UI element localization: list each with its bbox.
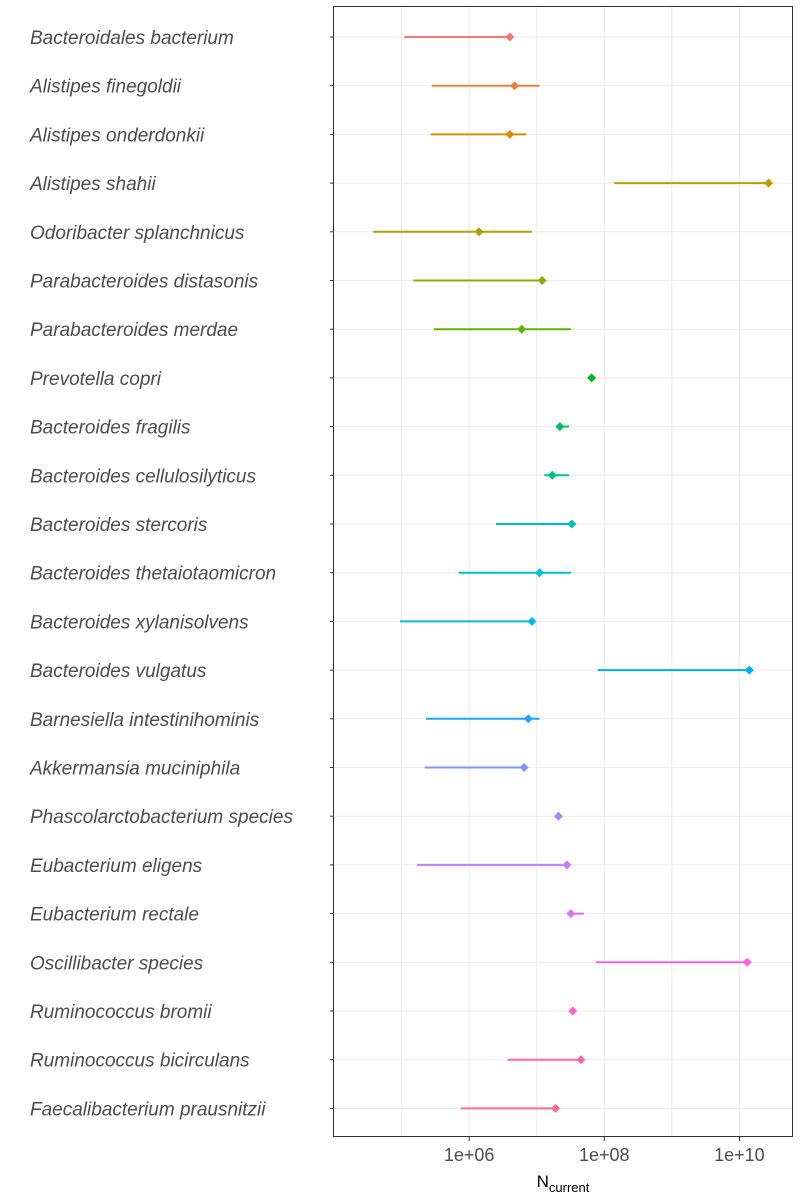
panel-border xyxy=(333,6,793,1137)
x-axis-title-main: N xyxy=(537,1172,549,1191)
y-tick-label: Eubacterium eligens xyxy=(30,856,203,877)
y-tick-label: Bacteroidales bacterium xyxy=(30,28,234,49)
x-tick-label: 1e+06 xyxy=(444,1145,495,1165)
point-estimate xyxy=(527,616,537,626)
y-tick-label: Odoribacter splanchnicus xyxy=(30,223,245,244)
y-tick-label: Bacteroides vulgatus xyxy=(30,661,207,682)
y-tick-label: Phascolarctobacterium species xyxy=(30,807,293,828)
y-tick-label: Barnesiella intestinihominis xyxy=(30,710,260,731)
point-estimate xyxy=(576,1055,586,1065)
point-estimate xyxy=(505,129,515,139)
y-tick-label: Bacteroides stercoris xyxy=(30,515,208,536)
x-axis-title-subscript: current xyxy=(549,1180,590,1195)
y-axis: Bacteroidales bacterium Alistipes finegol… xyxy=(29,28,334,1120)
point-estimate xyxy=(742,957,752,967)
y-tick-label: Bacteroides thetaiotaomicron xyxy=(30,564,276,585)
point-estimate xyxy=(587,373,597,383)
y-tick-label: Eubacterium rectale xyxy=(30,905,199,926)
point-estimate xyxy=(567,519,577,529)
y-tick-label: Bacteroides fragilis xyxy=(30,418,191,439)
x-axis-title: Ncurrent xyxy=(537,1172,590,1195)
y-tick-label: Parabacteroides merdae xyxy=(30,320,238,341)
point-estimate xyxy=(555,422,565,432)
y-tick-label: Bacteroides xylanisolvens xyxy=(30,612,249,633)
point-estimate xyxy=(535,568,545,578)
x-tick-label: 1e+10 xyxy=(714,1145,765,1165)
point-estimate xyxy=(744,665,754,675)
y-tick-label: Parabacteroides distasonis xyxy=(30,272,259,293)
point-estimate xyxy=(523,714,533,724)
point-estimate xyxy=(568,1006,578,1016)
y-tick-label: Ruminococcus bromii xyxy=(30,1002,212,1023)
point-estimate xyxy=(517,324,527,334)
y-tick-label: Ruminococcus bicirculans xyxy=(30,1051,250,1072)
point-estimate xyxy=(510,81,520,91)
y-tick-label: Bacteroides cellulosilyticus xyxy=(30,466,256,487)
point-estimate xyxy=(474,227,484,237)
y-tick-label: Alistipes onderdonkii xyxy=(29,125,205,146)
point-estimate xyxy=(562,860,572,870)
point-estimate xyxy=(537,276,547,285)
point-estimate xyxy=(566,909,576,919)
y-tick-label: Prevotella copri xyxy=(30,369,162,390)
point-estimate xyxy=(547,470,557,480)
y-tick-label: Akkermansia muciniphila xyxy=(29,759,240,780)
point-estimate xyxy=(519,763,529,772)
y-tick-label: Oscillibacter species xyxy=(30,953,204,974)
y-tick-label: Faecalibacterium prausnitzii xyxy=(30,1099,266,1120)
point-estimate xyxy=(505,32,515,42)
x-axis: 1e+06 1e+08 1e+10 xyxy=(444,1136,765,1165)
interval-layer xyxy=(373,32,774,1113)
point-estimate xyxy=(551,1103,561,1113)
point-estimate xyxy=(764,178,774,188)
x-tick-label: 1e+08 xyxy=(579,1145,630,1165)
point-estimate xyxy=(553,811,563,821)
y-tick-label: Alistipes shahii xyxy=(29,174,156,195)
y-tick-label: Alistipes finegoldii xyxy=(29,77,182,98)
